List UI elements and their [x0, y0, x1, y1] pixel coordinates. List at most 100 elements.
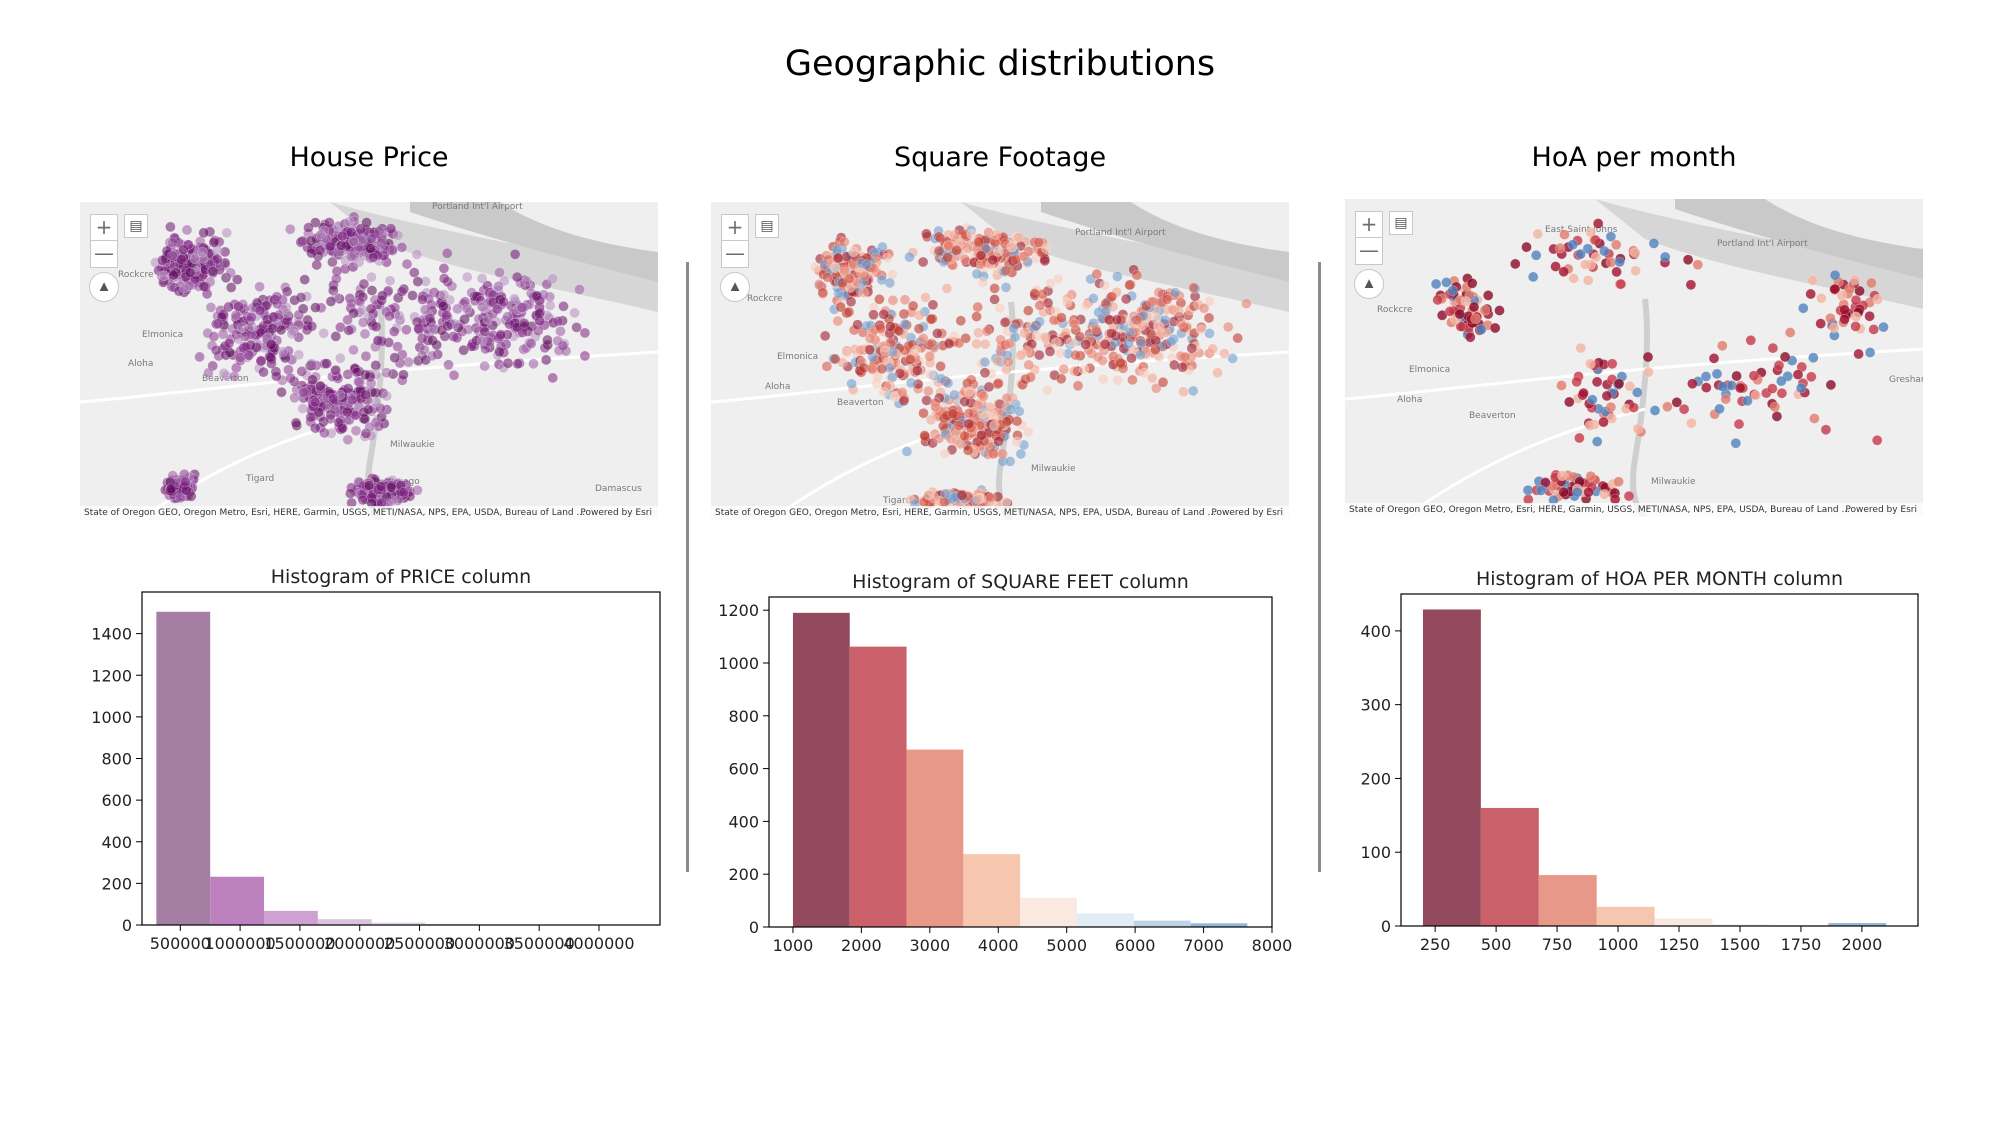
map-point: [997, 448, 1008, 460]
map-point: [1816, 293, 1827, 304]
map-point: [966, 228, 977, 240]
map-point: [360, 350, 372, 362]
map-point: [930, 402, 942, 413]
plot-frame: [768, 596, 1273, 928]
map-point: [533, 308, 545, 320]
map-point: [297, 303, 309, 315]
map-point: [1671, 397, 1683, 408]
y-tick-label: 800: [728, 707, 759, 726]
histogram-title: Histogram of PRICE column: [271, 566, 531, 588]
map-point: [1124, 279, 1135, 291]
map-point: [919, 430, 930, 441]
map-point: [963, 386, 975, 397]
map-point: [448, 370, 460, 381]
map-point: [1179, 351, 1191, 363]
map-point: [1039, 331, 1051, 343]
map-point: [989, 294, 1000, 305]
map-point: [518, 318, 530, 329]
square-footage-map[interactable]: Portland Int'l Airport Elmonica Aloha Be…: [711, 202, 1289, 520]
house-price-map[interactable]: Portland Int'l Airport Elmonica Aloha Be…: [80, 202, 658, 520]
map-point: [992, 355, 1004, 367]
map-point: [370, 360, 382, 371]
map-point: [1700, 371, 1712, 382]
histogram-bar: [371, 922, 426, 925]
map-point: [427, 323, 439, 334]
map-point: [366, 271, 377, 283]
layers-icon[interactable]: ▤: [124, 214, 148, 238]
compass-icon[interactable]: ▲: [89, 272, 119, 302]
map-point: [1720, 393, 1732, 405]
compass-icon[interactable]: ▲: [720, 272, 750, 302]
map-point: [348, 236, 359, 248]
y-tick-label: 200: [728, 865, 759, 884]
map-point: [1610, 239, 1622, 251]
zoom-in-button[interactable]: +: [90, 214, 118, 242]
map-place-label: Aloha: [1397, 395, 1423, 405]
map-point: [1040, 243, 1052, 254]
map-point: [1590, 251, 1602, 263]
zoom-out-button[interactable]: —: [1355, 237, 1383, 265]
map-point: [1632, 423, 1644, 435]
map-point: [1792, 369, 1804, 380]
map-point: [179, 282, 190, 294]
map-point: [365, 378, 377, 389]
map-point: [868, 309, 879, 321]
map-point: [547, 372, 559, 384]
powered-by-link[interactable]: Powered by Esri: [1211, 508, 1283, 518]
map-point: [1123, 338, 1134, 349]
map-point: [1034, 300, 1046, 311]
map-point: [342, 434, 354, 445]
map-point: [165, 221, 176, 233]
map-place-label: Portland Int'l Airport: [432, 202, 523, 212]
x-tick-label: 4000000: [563, 934, 634, 953]
powered-by-link[interactable]: Powered by Esri: [580, 508, 652, 518]
map-point: [925, 369, 936, 380]
map-point: [1099, 280, 1111, 291]
zoom-out-button[interactable]: —: [721, 240, 749, 268]
map-point: [949, 389, 960, 401]
map-point: [1065, 337, 1077, 348]
map-point: [1878, 321, 1889, 333]
map-point: [884, 380, 896, 392]
map-point: [360, 389, 371, 401]
map-point: [1131, 269, 1143, 281]
map-point: [348, 344, 359, 356]
map-point: [910, 345, 922, 356]
map-point: [981, 326, 993, 337]
map-point: [366, 285, 378, 296]
map-point: [498, 296, 509, 308]
zoom-in-button[interactable]: +: [721, 214, 749, 242]
map-point: [1557, 470, 1568, 482]
layers-icon[interactable]: ▤: [1389, 211, 1413, 235]
powered-by-link[interactable]: Powered by Esri: [1845, 505, 1917, 515]
zoom-out-button[interactable]: —: [90, 240, 118, 268]
map-point: [932, 328, 943, 339]
map-point: [1613, 476, 1624, 488]
map-point: [385, 481, 397, 493]
map-point: [990, 229, 1002, 241]
map-point: [901, 446, 913, 457]
y-tick-label: 800: [101, 750, 132, 769]
compass-icon[interactable]: ▲: [1354, 269, 1384, 299]
map-point: [232, 274, 243, 285]
layers-icon[interactable]: ▤: [755, 214, 779, 238]
map-point: [1829, 283, 1841, 295]
map-point: [357, 317, 369, 328]
map-point: [230, 310, 242, 321]
map-point: [864, 344, 875, 355]
map-point: [1482, 290, 1494, 301]
map-point: [935, 361, 946, 372]
map-point: [1795, 382, 1807, 394]
map-point: [401, 258, 413, 270]
map-point: [528, 358, 539, 369]
y-tick-label: 400: [728, 812, 759, 831]
map-point: [1056, 312, 1067, 323]
map-point: [359, 328, 371, 340]
map-place-label: Rockcre: [1377, 305, 1413, 315]
map-point: [975, 250, 987, 261]
map-point: [459, 314, 470, 325]
hoa-map[interactable]: East Saint Johns Portland Int'l Airport …: [1345, 199, 1923, 517]
zoom-in-button[interactable]: +: [1355, 211, 1383, 239]
map-point: [1572, 486, 1583, 498]
map-point: [1080, 339, 1092, 350]
